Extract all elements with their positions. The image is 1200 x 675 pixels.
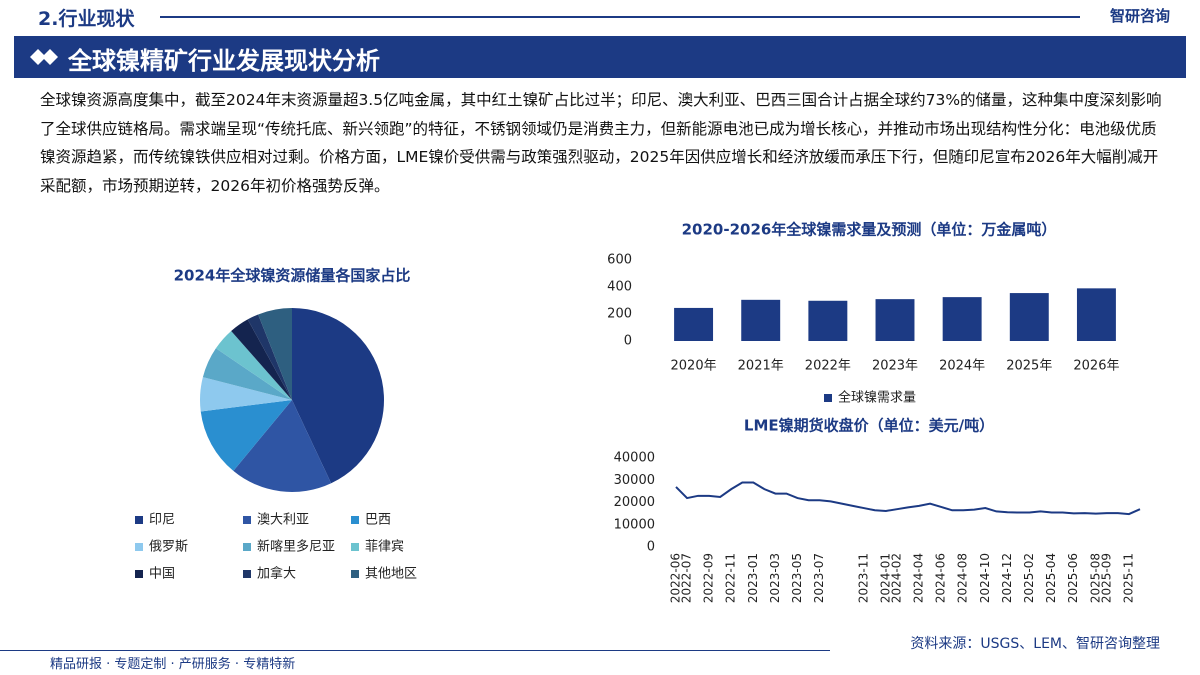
banner-icon	[30, 49, 58, 65]
legend-label: 加拿大	[257, 566, 296, 582]
y-tick-label: 600	[607, 253, 632, 268]
bar	[674, 307, 714, 341]
body-text: 全球镍资源高度集中，截至2024年末资源量超3.5亿吨金属，其中红土镍矿占比过半…	[40, 91, 1162, 195]
y-tick-label: 40000	[614, 451, 655, 466]
legend-label: 中国	[149, 567, 175, 582]
x-tick-label: 2023-05	[790, 553, 804, 603]
y-tick-label: 20000	[614, 495, 655, 510]
chart-title: 2020-2026年全球镍需求量及预测（单位：万金属吨）	[682, 221, 1057, 239]
x-tick-label: 2023-01	[746, 553, 760, 603]
x-tick-label: 2024-01	[878, 553, 892, 603]
x-tick-label: 2024-06	[934, 553, 948, 603]
x-tick-label: 2021年	[738, 359, 784, 374]
x-tick-label: 2023-03	[768, 553, 782, 603]
x-tick-label: 2025-09	[1099, 553, 1113, 603]
legend-swatch	[135, 543, 143, 551]
bar	[741, 299, 781, 341]
legend-swatch	[351, 570, 359, 578]
bar	[808, 300, 848, 341]
pie-slice	[247, 314, 292, 400]
pie-slice	[200, 400, 292, 471]
x-tick-label: 2024-12	[1000, 553, 1014, 603]
legend-swatch	[243, 570, 251, 578]
x-tick-label: 2023-07	[812, 553, 826, 603]
legend-label: 菲律宾	[365, 539, 404, 555]
pie-slice	[292, 308, 384, 484]
pie-slice	[258, 308, 292, 400]
x-tick-label: 2023-11	[856, 553, 870, 603]
pie-slice	[200, 377, 292, 412]
legend-label: 澳大利亚	[257, 512, 309, 528]
y-tick-label: 0	[647, 540, 655, 555]
footer: 精品研报 · 专题定制 · 产研服务 · 专精特新	[50, 657, 296, 672]
title-banner: 全球镍精矿行业发展现状分析	[14, 36, 1186, 78]
x-tick-label: 2022-06	[669, 553, 683, 603]
x-tick-label: 2024年	[939, 359, 985, 374]
x-tick-label: 2025-04	[1044, 553, 1058, 603]
legend-swatch	[135, 570, 143, 578]
page-title: 全球镍精矿行业发展现状分析	[68, 47, 380, 75]
source: 资料来源：USGS、LEM、智研咨询整理	[910, 636, 1160, 652]
x-tick-label: 2020年	[671, 359, 717, 374]
pie-slice	[233, 400, 332, 492]
pie-slice	[231, 319, 292, 400]
legend-swatch	[351, 543, 359, 551]
header-line	[160, 16, 1080, 18]
section-title: 2.行业现状	[38, 8, 135, 30]
x-tick-label: 2024-10	[978, 553, 992, 603]
legend-label: 全球镍需求量	[838, 390, 916, 406]
line	[675, 481, 1141, 516]
bar	[942, 297, 982, 341]
y-tick-label: 30000	[614, 473, 655, 488]
legend-swatch	[243, 516, 251, 524]
y-tick-label: 200	[607, 307, 632, 322]
legend-label: 俄罗斯	[149, 540, 188, 555]
y-tick-label: 400	[607, 280, 632, 295]
x-tick-label: 2025-08	[1088, 553, 1102, 603]
legend-swatch	[351, 516, 359, 524]
chart-title: 2024年全球镍资源储量各国家占比	[174, 267, 411, 285]
x-tick-label: 2022-09	[702, 553, 716, 603]
legend-label: 新喀里多尼亚	[257, 539, 335, 555]
x-tick-label: 2022-11	[724, 553, 738, 603]
x-tick-label: 2025-06	[1066, 553, 1080, 603]
y-tick-label: 10000	[614, 517, 655, 532]
x-tick-label: 2024-08	[956, 553, 970, 603]
x-tick-label: 2026年	[1073, 359, 1119, 374]
brand: 智研咨询	[1109, 7, 1170, 25]
bar	[875, 299, 915, 341]
legend-label: 其他地区	[365, 567, 417, 582]
bar	[1076, 288, 1116, 341]
legend-label: 巴西	[365, 513, 391, 528]
pie-slice	[202, 348, 292, 400]
x-tick-label: 2022年	[805, 359, 851, 374]
legend-label: 印尼	[149, 513, 175, 528]
y-tick-label: 0	[624, 334, 632, 349]
bar	[1009, 293, 1049, 341]
footer-line	[0, 650, 830, 651]
legend-swatch	[135, 516, 143, 524]
legend-swatch	[243, 543, 251, 551]
x-tick-label: 2024-04	[912, 553, 926, 603]
x-tick-label: 2025-11	[1121, 553, 1135, 603]
x-tick-label: 2022-07	[680, 553, 694, 603]
chart-title: LME镍期货收盘价（单位：美元/吨）	[744, 417, 994, 435]
x-tick-label: 2024-02	[889, 553, 903, 603]
legend-swatch	[824, 394, 832, 402]
x-tick-label: 2025年	[1006, 359, 1052, 374]
pie-slice	[215, 330, 292, 400]
x-tick-label: 2025-02	[1022, 553, 1036, 603]
x-tick-label: 2023年	[872, 359, 918, 374]
